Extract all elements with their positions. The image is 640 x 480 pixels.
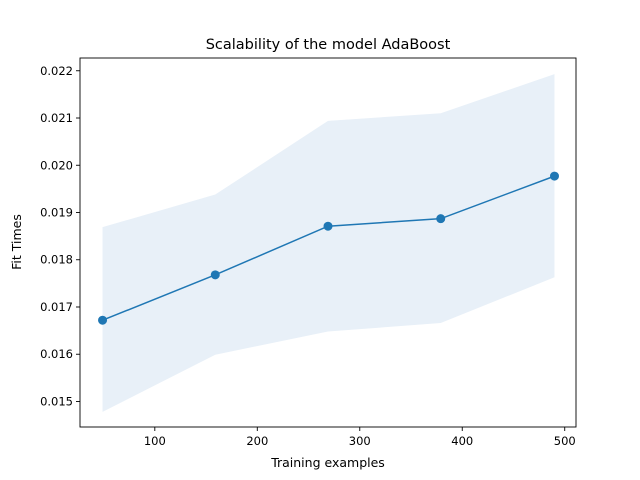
y-tick-label: 0.022 (40, 64, 73, 78)
y-axis-label: Fit Times (9, 214, 24, 270)
y-tick-label: 0.015 (40, 394, 73, 408)
x-tick-label: 200 (246, 434, 268, 448)
x-tick-label: 300 (349, 434, 371, 448)
plot-area: 100 200 300 400 500 0.015 0.016 0.017 0.018 0.019… (40, 57, 577, 448)
y-tick-label: 0.019 (40, 205, 73, 219)
chart-title: Scalability of the model AdaBoost (206, 37, 451, 53)
y-tick-label: 0.016 (40, 347, 73, 361)
data-point (323, 221, 333, 231)
y-tick-label: 0.017 (40, 300, 73, 314)
y-tick-label: 0.018 (40, 253, 73, 267)
y-tick-label: 0.020 (40, 158, 73, 172)
x-tick-label: 100 (144, 434, 166, 448)
x-tick-label: 400 (451, 434, 473, 448)
data-point (98, 315, 108, 325)
data-point (549, 171, 559, 181)
fit-time-std-band (102, 74, 555, 412)
x-tick-label: 500 (554, 434, 576, 448)
data-point (436, 214, 446, 224)
y-tick-label: 0.021 (40, 111, 73, 125)
plot-frame (79, 57, 577, 428)
data-point (210, 270, 220, 280)
x-axis-label: Training examples (270, 455, 385, 470)
